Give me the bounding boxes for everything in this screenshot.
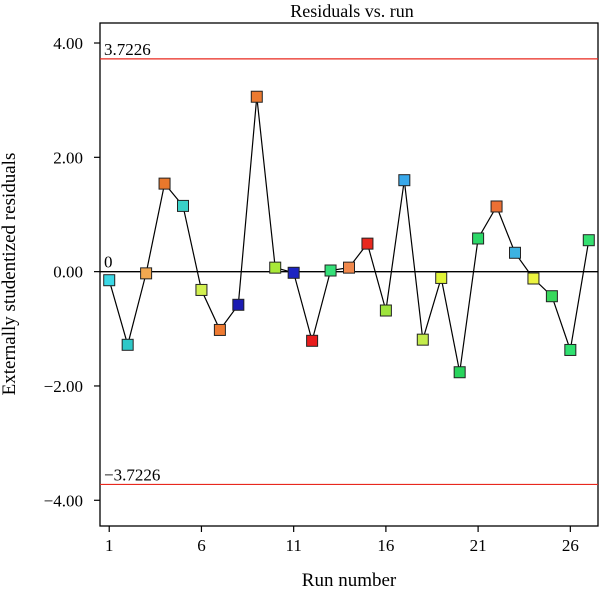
data-point xyxy=(195,283,208,296)
data-point xyxy=(287,266,300,279)
series-line xyxy=(108,96,590,373)
series-line-group xyxy=(108,96,590,373)
y-axis-ticks: 4.00 2.00 0.00 −2.00 −4.00 xyxy=(44,34,100,510)
x-tick-label: 11 xyxy=(285,536,301,555)
data-point xyxy=(306,334,319,347)
data-point xyxy=(250,90,263,103)
x-tick-label: 16 xyxy=(377,536,394,555)
reference-line-label-0: 3.7226 xyxy=(104,40,151,59)
data-point xyxy=(269,261,282,274)
data-points xyxy=(103,90,595,379)
data-point xyxy=(416,333,429,346)
y-tick-label: −4.00 xyxy=(44,491,83,510)
y-tick-label: 4.00 xyxy=(53,34,83,53)
data-point xyxy=(140,267,153,280)
y-tick-label: 2.00 xyxy=(53,148,83,167)
reference-line-label-2: −3.7226 xyxy=(104,465,160,484)
x-axis-ticks: 1 6 11 16 21 26 xyxy=(105,526,579,555)
data-point xyxy=(379,304,392,317)
y-axis-label: Externally studentized residuals xyxy=(0,153,20,396)
y-tick-label: −2.00 xyxy=(44,377,83,396)
y-tick-label: 0.00 xyxy=(53,263,83,282)
data-point xyxy=(177,199,189,212)
data-point xyxy=(527,272,540,285)
data-point xyxy=(103,274,116,287)
x-axis-label: Run number xyxy=(302,570,397,591)
data-point xyxy=(343,261,355,274)
data-point xyxy=(121,338,134,351)
data-point xyxy=(158,177,171,190)
data-point xyxy=(582,234,595,247)
x-tick-label: 1 xyxy=(105,536,114,555)
x-tick-label: 26 xyxy=(562,536,579,555)
x-tick-label: 21 xyxy=(470,536,487,555)
data-point xyxy=(435,271,448,284)
data-point xyxy=(398,174,411,187)
data-point xyxy=(453,366,466,379)
chart-title: Residuals vs. run xyxy=(290,1,414,21)
data-point xyxy=(472,232,485,245)
data-point xyxy=(361,237,374,250)
plot-area-frame xyxy=(99,22,599,527)
data-point xyxy=(490,200,503,213)
data-point xyxy=(232,298,245,311)
data-point xyxy=(509,246,521,259)
data-point xyxy=(564,343,577,356)
reference-line-label-1: 0 xyxy=(104,253,113,272)
x-tick-label: 6 xyxy=(197,536,206,555)
data-point xyxy=(324,264,337,277)
data-point xyxy=(213,323,226,336)
data-point xyxy=(545,290,558,303)
